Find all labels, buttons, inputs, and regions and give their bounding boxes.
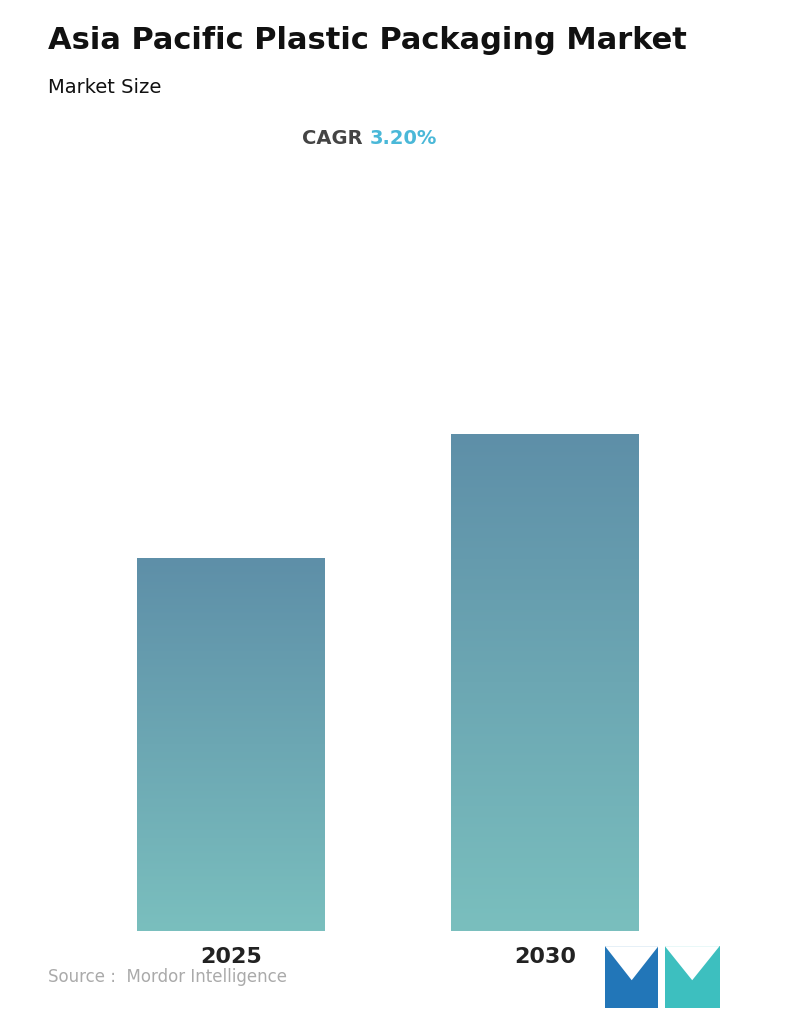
Polygon shape [665,946,720,980]
Text: Source :  Mordor Intelligence: Source : Mordor Intelligence [48,968,287,986]
Text: Asia Pacific Plastic Packaging Market: Asia Pacific Plastic Packaging Market [48,26,687,55]
Text: 3.20%: 3.20% [370,129,438,148]
Polygon shape [605,946,658,980]
Polygon shape [605,946,658,1008]
Text: CAGR: CAGR [302,129,362,148]
Polygon shape [665,946,720,1008]
Text: Market Size: Market Size [48,78,161,96]
